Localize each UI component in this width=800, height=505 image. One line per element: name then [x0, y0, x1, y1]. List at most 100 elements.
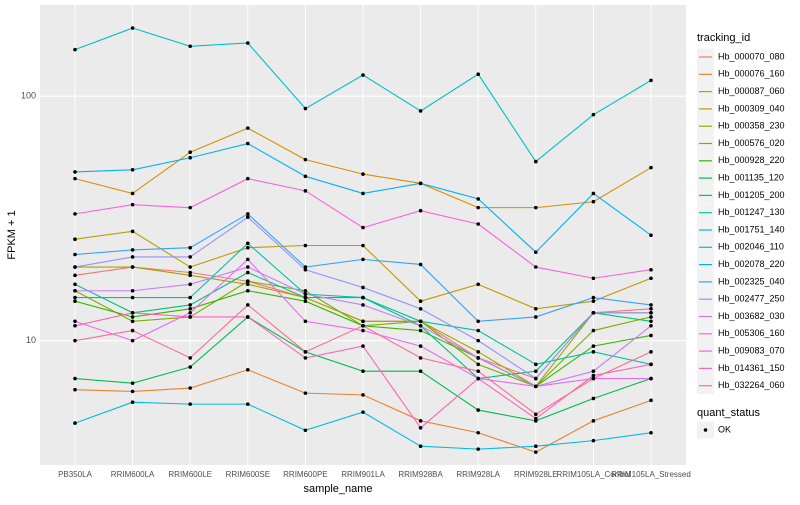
x-tick-label: RRIM928BA — [398, 470, 443, 479]
data-point — [534, 376, 538, 381]
data-point — [591, 373, 596, 378]
legend-label: Hb_002325_040 — [718, 276, 785, 286]
data-point — [476, 376, 481, 381]
legend-label: Hb_001751_140 — [718, 224, 785, 234]
data-point — [418, 181, 423, 186]
data-point — [73, 288, 77, 293]
data-point — [649, 324, 653, 328]
x-tick-label: RRIM928LA — [456, 470, 500, 479]
data-point — [246, 212, 250, 216]
data-point — [476, 356, 481, 360]
data-point — [188, 365, 192, 369]
data-point — [649, 376, 653, 381]
data-point — [188, 315, 192, 319]
data-point — [534, 450, 538, 454]
data-point — [303, 295, 308, 300]
data-point — [591, 396, 596, 401]
y-tick-label: 10 — [26, 335, 36, 345]
data-point — [534, 412, 538, 417]
data-point — [303, 391, 308, 395]
data-point — [361, 225, 365, 230]
data-point — [591, 112, 596, 117]
data-point — [73, 421, 77, 425]
data-point — [188, 255, 192, 259]
data-point — [130, 295, 135, 300]
legend-label: Hb_002477_250 — [718, 294, 785, 304]
data-point — [130, 26, 135, 30]
data-point — [73, 387, 77, 392]
data-point — [73, 376, 77, 381]
data-point — [418, 419, 423, 423]
data-point — [591, 419, 596, 423]
data-point — [361, 324, 365, 328]
data-point — [246, 265, 250, 269]
data-point — [591, 438, 596, 443]
data-point — [130, 265, 135, 269]
data-point — [303, 243, 308, 248]
data-point — [361, 257, 365, 262]
data-point — [73, 338, 77, 343]
data-point — [130, 255, 135, 259]
data-point — [591, 344, 596, 348]
data-point — [649, 276, 653, 281]
data-point — [476, 338, 481, 343]
data-point — [188, 150, 192, 154]
data-point — [361, 73, 365, 77]
legend-label: Hb_000576_020 — [718, 138, 785, 148]
data-point — [188, 295, 192, 300]
data-point — [649, 306, 653, 311]
data-point — [534, 205, 538, 210]
legend-label: Hb_000928_220 — [718, 155, 785, 165]
data-point — [591, 191, 596, 196]
data-point — [418, 262, 423, 267]
data-point — [418, 208, 423, 213]
data-point — [130, 338, 135, 343]
data-point — [188, 356, 192, 360]
legend-label: Hb_000358_230 — [718, 121, 785, 131]
data-point — [649, 78, 653, 83]
data-point — [534, 444, 538, 449]
data-point — [476, 447, 481, 451]
data-point — [73, 282, 77, 287]
legend-label: Hb_000309_040 — [718, 103, 785, 113]
data-point — [303, 174, 308, 179]
data-point — [73, 265, 77, 269]
data-point — [534, 159, 538, 164]
data-point — [130, 288, 135, 293]
data-point — [130, 319, 135, 324]
legend-label: Hb_003682_030 — [718, 311, 785, 321]
data-point — [476, 350, 481, 354]
data-point — [130, 248, 135, 252]
legend-label: Hb_000070_080 — [718, 51, 785, 61]
data-point — [361, 303, 365, 307]
data-point — [188, 205, 192, 210]
data-point — [246, 41, 250, 45]
data-point — [188, 310, 192, 315]
data-point — [591, 199, 596, 204]
data-point — [130, 315, 135, 319]
data-point — [476, 328, 481, 333]
data-point — [188, 273, 192, 278]
x-tick-label: RRIM600SE — [226, 470, 270, 479]
x-tick-label: RRIM928LE — [514, 470, 558, 479]
data-point — [418, 426, 423, 430]
data-point — [534, 306, 538, 311]
data-point — [246, 367, 250, 372]
data-point — [73, 212, 77, 216]
data-point — [591, 276, 596, 281]
data-point — [246, 279, 250, 284]
data-point — [303, 350, 308, 354]
data-point — [649, 319, 653, 324]
data-point — [476, 205, 481, 210]
data-point — [303, 288, 308, 293]
data-point — [188, 303, 192, 307]
data-point — [303, 299, 308, 303]
legend-swatch — [703, 428, 708, 432]
x-tick-label: RRIM600PE — [283, 470, 327, 479]
data-point — [418, 306, 423, 311]
data-point — [534, 265, 538, 269]
data-point — [649, 233, 653, 237]
data-point — [246, 176, 250, 181]
data-point — [246, 402, 250, 406]
